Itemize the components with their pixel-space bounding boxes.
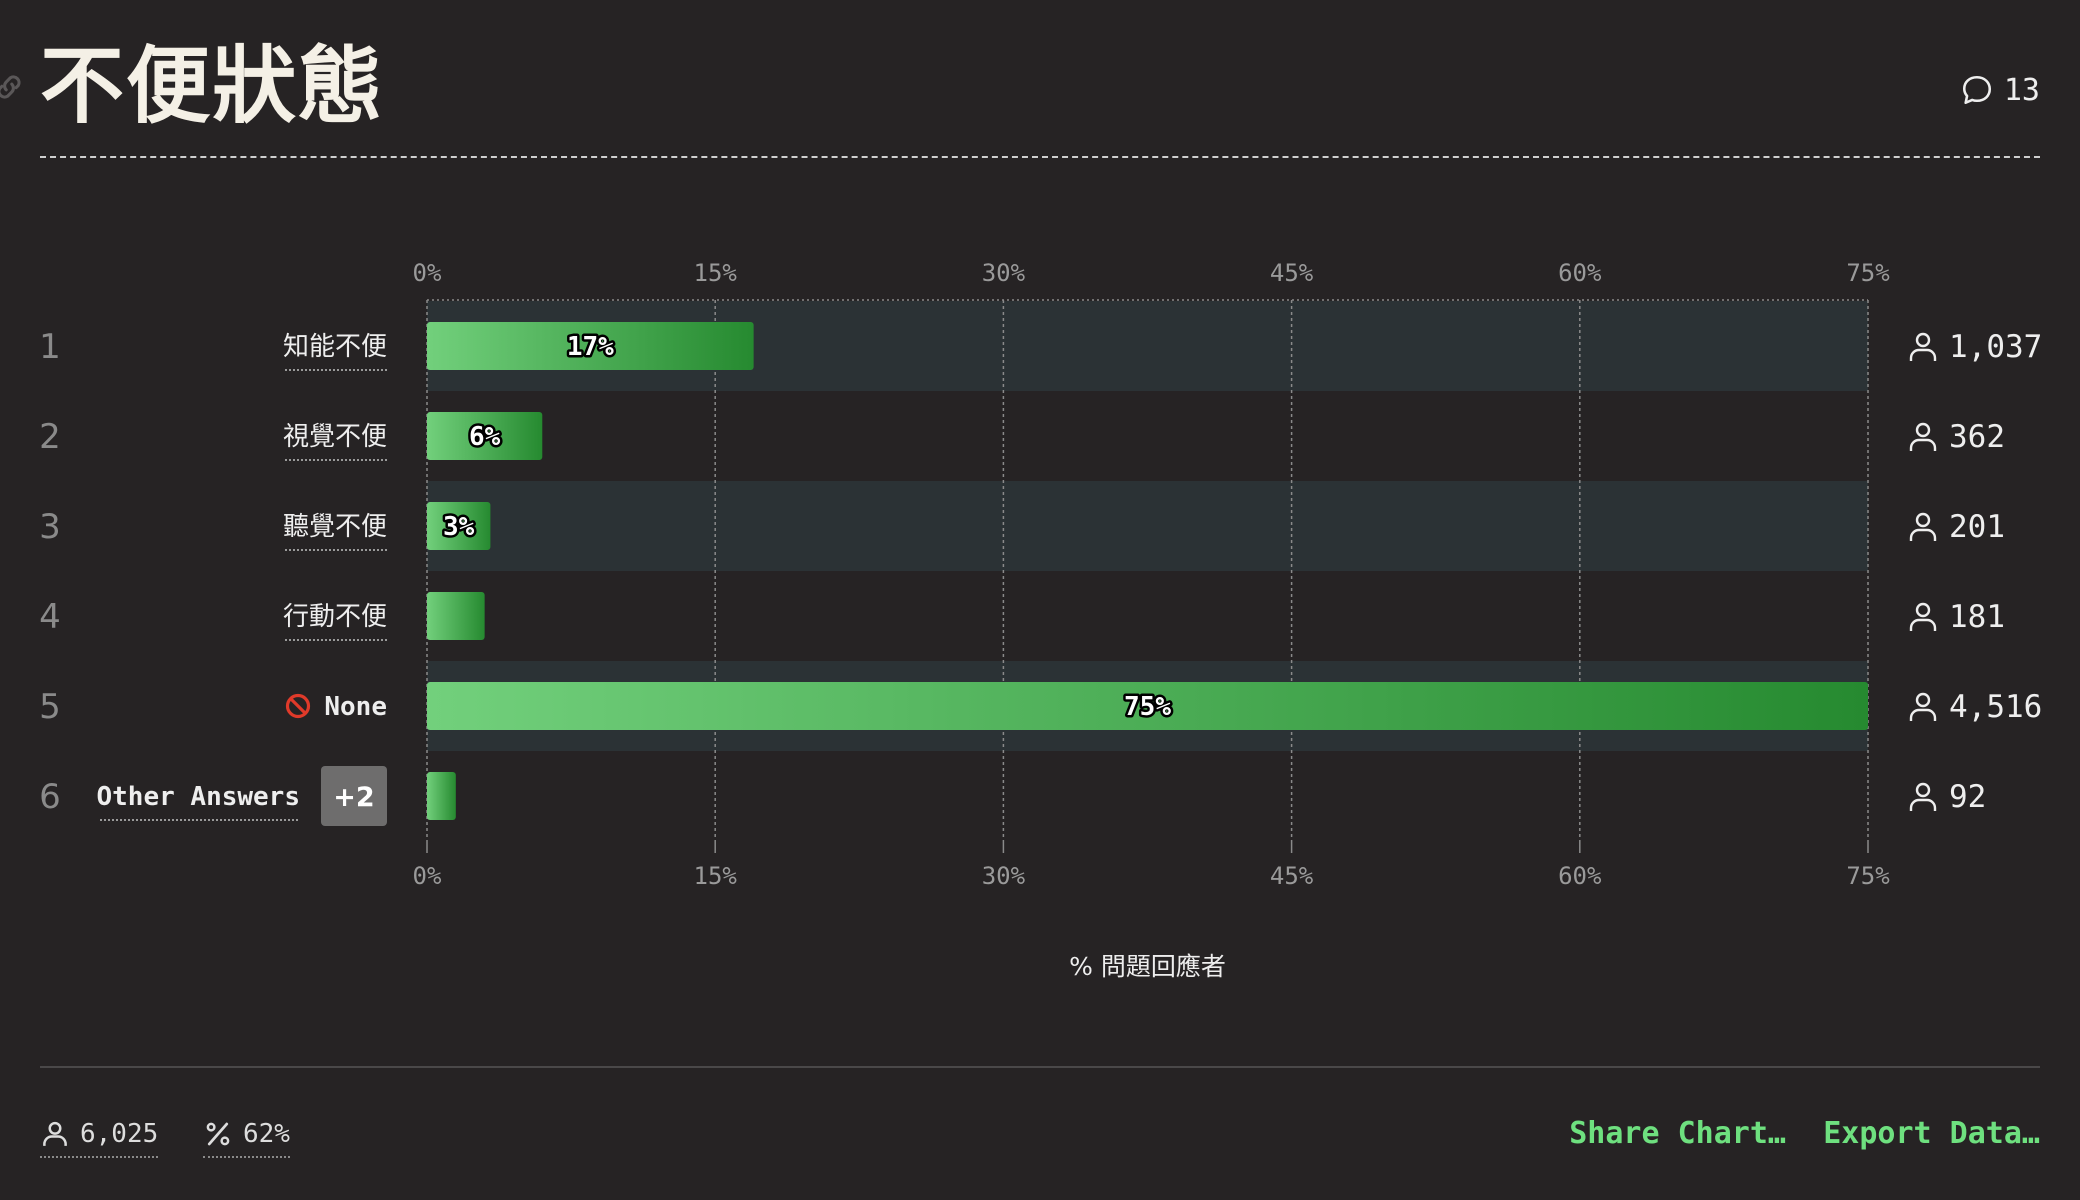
respondent-count: 201: [1949, 509, 2005, 545]
user-icon: [1909, 782, 1937, 811]
respondent-count: 362: [1949, 419, 2005, 455]
export-data-button[interactable]: Export Data…: [1823, 1116, 2040, 1151]
user-icon-head: [1915, 512, 1931, 528]
icon-ring: [285, 693, 311, 719]
title-divider: [40, 156, 2040, 158]
row-rank: 6: [39, 777, 61, 817]
x-tick-label-bottom: 60%: [1558, 862, 1602, 890]
user-icon: [1909, 602, 1937, 631]
footer-divider: [40, 1066, 2040, 1068]
badge-background: [321, 766, 387, 826]
other-answers-badge[interactable]: +2: [321, 766, 387, 826]
respondent-count: 4,516: [1949, 689, 2042, 725]
bar[interactable]: [427, 322, 754, 370]
x-tick-label-bottom: 0%: [413, 862, 442, 890]
x-tick-label-top: 45%: [1270, 259, 1314, 287]
bar[interactable]: [427, 502, 491, 550]
category-label[interactable]: None: [324, 692, 387, 722]
user-icon-head: [1915, 422, 1931, 438]
user-icon-body: [1909, 528, 1937, 541]
x-tick-label-top: 75%: [1846, 259, 1890, 287]
bar[interactable]: [427, 412, 543, 460]
user-icon: [43, 1121, 67, 1146]
x-tick-label-bottom: 15%: [694, 862, 738, 890]
category-label[interactable]: 聽覺不便: [283, 512, 387, 542]
x-tick-label-top: 0%: [413, 259, 442, 287]
row-highlight: [427, 481, 1868, 571]
x-axis-title: % 問題回應者: [1069, 952, 1226, 981]
x-tick-label-top: 15%: [694, 259, 738, 287]
category-label[interactable]: 知能不便: [283, 332, 387, 362]
comments-button[interactable]: 13: [1960, 68, 2040, 112]
comment-count: 13: [2003, 72, 2040, 108]
category-label[interactable]: 視覺不便: [283, 422, 387, 452]
bar-value-label: 17%: [567, 332, 614, 362]
user-icon-head: [1915, 602, 1931, 618]
percent-answered: 62%: [243, 1119, 290, 1149]
user-icon: [1909, 692, 1937, 721]
bar[interactable]: [427, 682, 1868, 730]
row-rank: 3: [39, 507, 61, 547]
bar[interactable]: [427, 592, 485, 640]
x-tick-label-bottom: 30%: [982, 862, 1026, 890]
x-tick-label-bottom: 45%: [1270, 862, 1314, 890]
user-icon-head: [1915, 332, 1931, 348]
user-icon-body: [1909, 348, 1937, 361]
bar-chart: 17% 6% 3% 75% 0% 0% 15% 15% 30% 30% 45% 45% 60% 60% 7…: [39, 259, 2042, 981]
category-label[interactable]: Other Answers: [97, 782, 301, 812]
respondent-count: 92: [1949, 779, 1986, 815]
bar-value-label: 75%: [1124, 692, 1171, 722]
share-chart-button[interactable]: Share Chart…: [1569, 1116, 1786, 1151]
bar[interactable]: [427, 772, 456, 820]
row-rank: 2: [39, 417, 61, 457]
category-label[interactable]: 行動不便: [283, 602, 387, 632]
comment-icon: [1962, 75, 1991, 105]
icon-slash: [289, 697, 307, 715]
user-icon-body: [1909, 438, 1937, 451]
bar-value-label: 3%: [443, 512, 475, 542]
user-icon: [1909, 422, 1937, 451]
row-rank: 4: [39, 597, 61, 637]
x-tick-label-top: 60%: [1558, 259, 1602, 287]
row-rank: 5: [39, 687, 61, 727]
x-tick-label-bottom: 75%: [1846, 862, 1890, 890]
user-icon: [1909, 332, 1937, 361]
respondent-count: 181: [1949, 599, 2005, 635]
user-icon: [1909, 512, 1937, 541]
bar-value-label: 6%: [469, 422, 501, 452]
x-tick-label-top: 30%: [982, 259, 1026, 287]
respondents-count: 6,025: [80, 1119, 159, 1149]
badge-text: +2: [333, 782, 374, 813]
row-rank: 1: [39, 327, 61, 367]
user-icon-body: [1909, 798, 1937, 811]
respondent-count: 1,037: [1949, 329, 2042, 365]
user-icon-body: [1909, 708, 1937, 721]
user-icon-body: [1909, 618, 1937, 631]
no-entry-icon: [285, 693, 311, 719]
user-icon-head: [1915, 692, 1931, 708]
page-title: 不便狀態: [40, 37, 385, 135]
link-icon[interactable]: [0, 70, 26, 104]
user-icon-head: [1915, 782, 1931, 798]
percent-answered-stat[interactable]: 62%: [203, 1112, 290, 1158]
percent-icon: [206, 1122, 230, 1146]
respondents-stat[interactable]: 6,025: [40, 1112, 159, 1158]
